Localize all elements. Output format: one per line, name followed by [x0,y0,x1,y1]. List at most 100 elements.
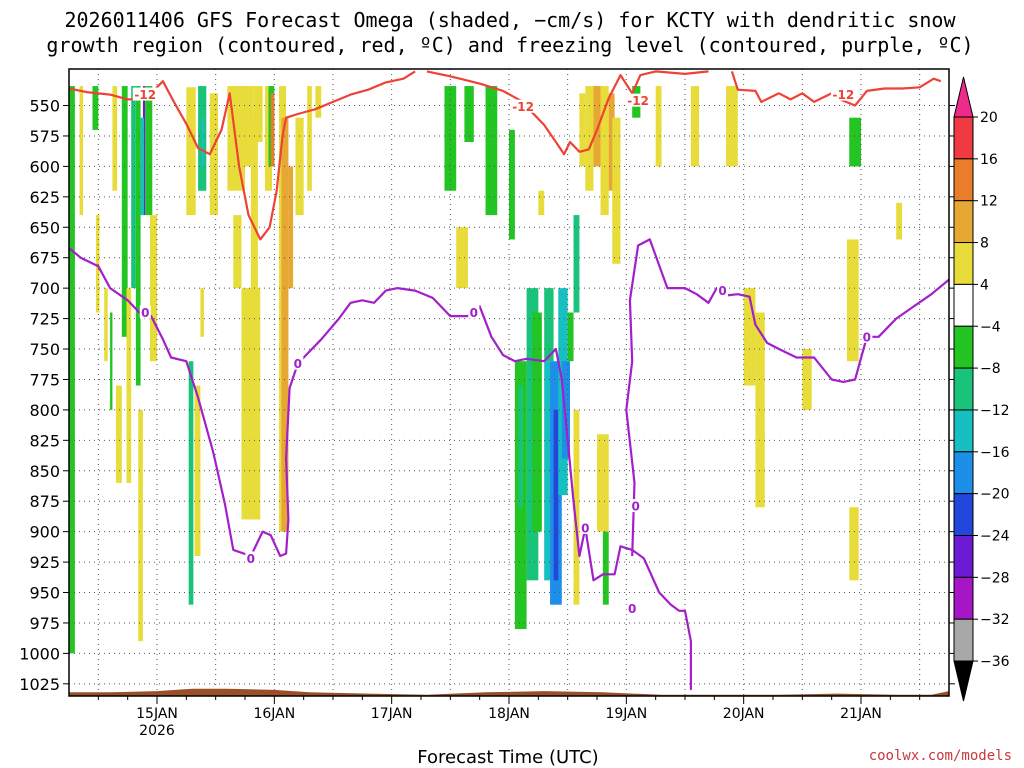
y-tick-label: 825 [29,431,60,450]
omega-cell [509,129,515,240]
omega-cell [209,93,219,216]
omega-cell [69,86,75,654]
omega-cell [140,117,145,216]
x-tick-label: 15JAN [136,706,178,722]
y-axis: 550 575 600 625 650 675 700 725 750 775 800 825 850 8… [19,97,955,694]
freezing-contour-label-bg [292,356,304,370]
freezing-contour-label: 0 [247,552,255,566]
colorbar-swatch [953,200,974,244]
freezing-contour-label: 0 [628,602,636,616]
y-tick-label: 625 [29,188,60,207]
omega-cell [538,190,545,216]
y-tick-label: 1025 [19,675,60,694]
x-tick-label: 21JAN [840,706,882,722]
omega-cell [518,385,524,508]
omega-cell [802,349,812,410]
freezing-contour-label: 0 [718,284,726,298]
y-tick-label: 800 [29,401,60,420]
dgz-contour-line [426,70,709,156]
omega-cell [233,215,242,289]
colorbar-bottom-arrow [953,660,974,702]
colorbar-swatch [953,367,974,411]
colorbar-label: −8 [980,361,1001,377]
colorbar-label: 4 [980,277,989,293]
omega-cell [149,215,157,362]
colorbar-swatch [953,576,974,620]
dgz-contour-label-bg [625,93,651,107]
dgz-contour-label-bg [132,87,158,101]
omega-cell [104,288,108,362]
omega-cell [485,86,498,216]
omega-cell [253,86,263,143]
gridlines [69,69,949,696]
freezing-contour-label-bg [630,499,642,513]
omega-cell [444,86,457,191]
x-tick-label: 17JAN [371,706,413,722]
terrain-fill [69,688,949,696]
colorbar-label: 20 [980,110,998,126]
omega-cell [602,531,609,605]
colorbar-label: −4 [980,319,1001,335]
omega-cell [188,361,194,605]
omega-cell [464,86,474,143]
colorbar-swatch [953,116,974,160]
omega-cell [573,215,580,313]
omega-cell [553,409,559,581]
omega-cell [544,361,554,581]
colorbar-label: −32 [980,612,1010,628]
omega-cell [597,434,609,532]
terrain [69,688,949,696]
omega-cell [131,86,136,289]
colorbar-label: 16 [980,152,998,168]
x-tick-label: 20JAN [723,706,765,722]
omega-cell [194,385,201,556]
freezing-contour-label: 0 [141,306,149,320]
plot-area: -12 -12 -12 -12 0 0 0 0 0 0 0 0 0 [68,68,950,697]
y-tick-label: 575 [29,127,60,146]
dgz-contour-label: -12 [627,94,649,108]
freezing-contour-label-bg [717,283,729,297]
omega-cell [896,202,903,240]
colorbar-swatch [953,451,974,495]
y-tick-label: 975 [29,614,60,633]
colorbar-label: −20 [980,487,1010,503]
dgz-contour-label: -12 [512,100,534,114]
y-tick-label: 675 [29,249,60,268]
omega-cell [245,86,254,167]
omega-cell [307,86,312,191]
colorbar: 20 16 12 8 4 −4 −8 −12 −16 −20 −24 −28 −32 −36 [953,76,1010,702]
omega-cell [456,227,468,289]
omega-cell [726,86,738,167]
y-tick-label: 600 [29,157,60,176]
omega-cell [585,86,594,191]
freezing-contour-label-bg [139,305,151,319]
credit-link[interactable]: coolwx.com/models [869,748,1012,764]
freezing-contour-label-bg [245,551,257,565]
omega-cell [135,86,141,386]
chart-title-line2: growth region (contoured, red, ºC) and f… [46,33,973,57]
freezing-contour-label-bg [579,520,591,534]
omega-cell [315,86,322,118]
omega-cell [579,93,586,167]
omega-cell [270,93,275,167]
dgz-contour-label-bg [510,99,536,113]
omega-cell [593,86,601,167]
omega-cell [849,117,861,167]
x-tick-year-label: 2026 [139,723,175,739]
omega-cell [126,288,132,483]
colorbar-swatch [953,409,974,453]
colorbar-swatch [953,158,974,202]
omega-cell [110,312,113,410]
colorbar-swatch [953,325,974,369]
colorbar-label: −16 [980,445,1010,461]
y-tick-label: 900 [29,523,60,542]
colorbar-label: −24 [980,529,1010,545]
x-tick-label: 18JAN [488,706,530,722]
omega-cell [690,86,700,167]
colorbar-swatch [953,242,974,285]
omega-cell [281,117,289,532]
omega-cell [755,312,765,508]
omega-cell [743,288,756,386]
